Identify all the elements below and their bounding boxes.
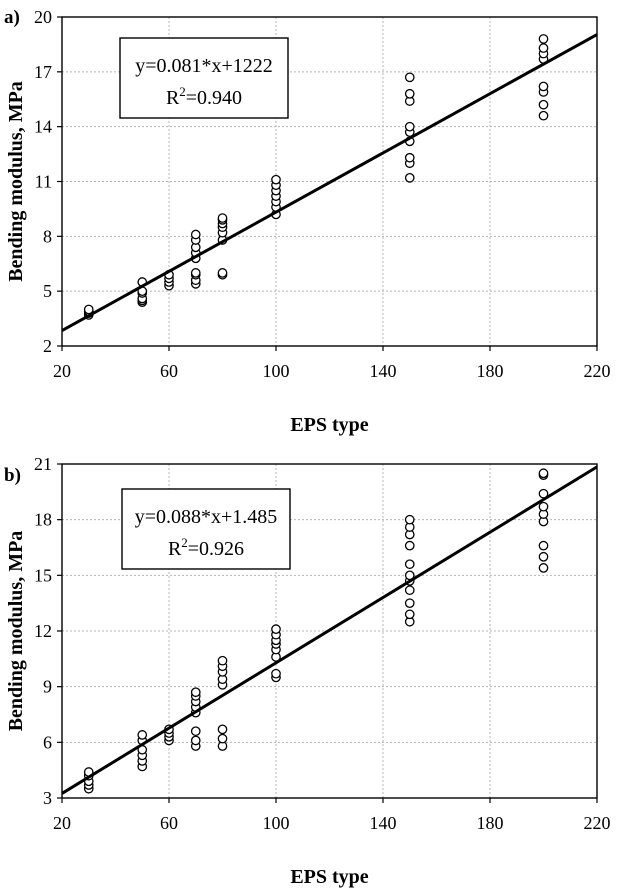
x-tick-label: 60 <box>160 361 178 381</box>
y-tick-label: 12 <box>34 621 52 641</box>
r-squared-prefix: R <box>168 538 182 560</box>
x-tick-label: 100 <box>263 813 290 833</box>
data-point <box>271 174 281 185</box>
data-point <box>217 724 228 735</box>
data-point <box>217 655 228 666</box>
r-squared-prefix: R <box>166 87 180 109</box>
y-tick-label: 15 <box>34 565 52 585</box>
data-point <box>137 730 148 740</box>
y-tick-label: 20 <box>34 7 52 27</box>
y-tick-label: 17 <box>34 62 52 82</box>
y-tick-label: 2 <box>43 336 52 356</box>
x-tick-label: 140 <box>370 813 397 833</box>
fit-equation: y=0.088*x+1.485 <box>135 506 278 528</box>
fit-line <box>61 33 598 332</box>
data-point <box>404 540 415 551</box>
data-point <box>538 34 549 44</box>
data-point <box>404 172 415 183</box>
data-point <box>538 43 549 53</box>
data-point <box>404 585 415 596</box>
equation-box <box>121 488 291 570</box>
data-point <box>538 551 549 562</box>
data-point <box>271 624 281 634</box>
data-point <box>190 687 201 698</box>
chart-a: 20 60 100 140 180 220 2 5 8 11 14 17 20 y=0.081*x+122… <box>4 7 611 436</box>
y-axis-label: Bending modulus, MPa <box>5 531 27 732</box>
r-squared-value: =0.926 <box>188 538 244 560</box>
data-point <box>538 501 549 512</box>
data-point <box>404 88 415 99</box>
data-point <box>404 121 415 132</box>
data-point <box>217 733 228 744</box>
x-tick-label: 180 <box>477 361 504 381</box>
data-point <box>538 468 549 479</box>
r-squared-value: =0.940 <box>186 87 242 109</box>
data-point <box>404 598 415 609</box>
fit-equation: y=0.081*x+1222 <box>135 55 273 77</box>
x-tick-label: 60 <box>160 813 178 833</box>
chart-a-svg: 20 60 100 140 180 220 2 5 8 11 14 17 20 y=0.081*x+122… <box>4 7 611 436</box>
data-point <box>190 726 201 737</box>
y-tick-label: 11 <box>35 172 52 192</box>
panel-label: b) <box>4 465 21 486</box>
data-point <box>217 268 228 278</box>
r-squared: R2=0.926 <box>168 535 244 560</box>
data-point <box>190 735 201 746</box>
x-tick-label: 180 <box>477 813 504 833</box>
data-point <box>190 229 201 240</box>
y-tick-label: 8 <box>43 226 52 246</box>
r-squared-superscript: 2 <box>179 84 186 99</box>
data-point <box>538 540 549 551</box>
y-tick-label: 18 <box>34 510 52 530</box>
chart-b: 20 60 100 140 180 220 3 6 9 12 15 18 21 y=0.088*x+1.4… <box>0 445 617 890</box>
data-point <box>190 268 201 278</box>
x-tick-label: 220 <box>584 813 611 833</box>
y-tick-label: 14 <box>34 117 52 137</box>
data-point <box>404 559 415 570</box>
equation-box <box>119 37 289 119</box>
data-point <box>538 110 549 121</box>
y-tick-label: 5 <box>43 281 52 301</box>
fit-line <box>61 465 598 795</box>
r-squared: R2=0.940 <box>166 84 242 109</box>
panel-label: a) <box>4 7 20 28</box>
y-tick-label: 3 <box>43 788 52 808</box>
x-axis-label: EPS type <box>290 866 368 888</box>
data-point <box>217 213 228 223</box>
x-tick-label: 100 <box>263 361 290 381</box>
x-tick-label: 220 <box>584 361 611 381</box>
data-point <box>538 563 549 573</box>
data-point <box>404 72 415 83</box>
y-tick-label: 9 <box>43 677 52 697</box>
data-point <box>404 152 415 163</box>
chart-b-svg: 20 60 100 140 180 220 3 6 9 12 15 18 21 y=0.088*x+1.4… <box>4 454 611 888</box>
data-point <box>83 304 94 315</box>
data-point <box>271 668 281 679</box>
x-tick-label: 20 <box>53 813 71 833</box>
r-squared-superscript: 2 <box>181 535 188 550</box>
y-tick-label: 21 <box>34 454 52 474</box>
data-point <box>404 609 415 620</box>
data-point <box>538 99 549 110</box>
y-axis-label: Bending modulus, MPa <box>5 81 27 282</box>
x-tick-label: 140 <box>370 361 397 381</box>
y-tick-label: 6 <box>43 732 52 752</box>
x-tick-label: 20 <box>53 361 71 381</box>
data-point <box>538 81 549 92</box>
data-point <box>404 514 415 525</box>
x-axis-label: EPS type <box>290 414 368 436</box>
